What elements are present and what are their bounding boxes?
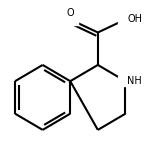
- Bar: [118, 14, 133, 25]
- Text: O: O: [66, 8, 74, 18]
- Text: NH: NH: [127, 76, 142, 86]
- Text: OH: OH: [127, 14, 142, 24]
- Bar: [118, 76, 133, 86]
- Bar: [63, 14, 78, 25]
